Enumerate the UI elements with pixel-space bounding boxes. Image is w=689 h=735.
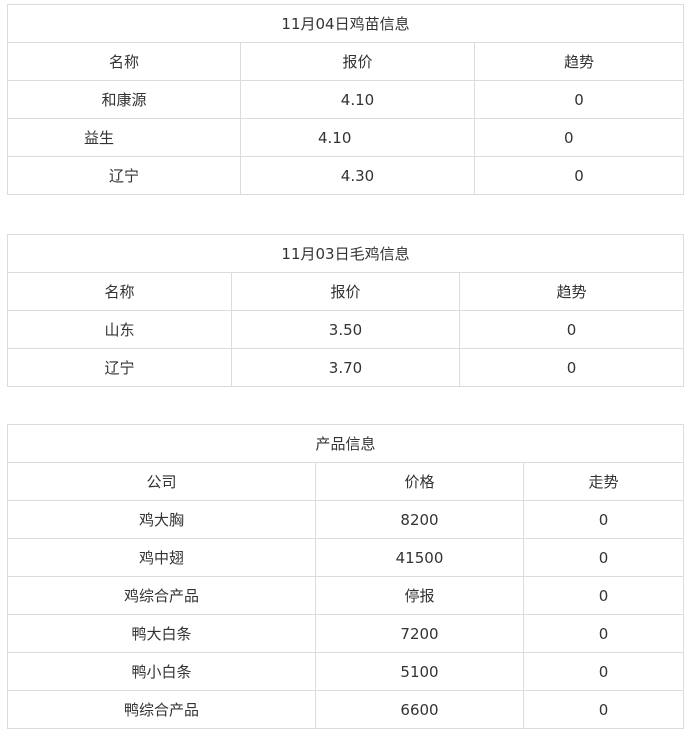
cell: 和康源 — [7, 80, 241, 119]
table-row: 辽宁 4.30 0 — [7, 156, 684, 195]
table-row: 山东 3.50 0 — [7, 310, 684, 349]
cell: 0 — [523, 690, 684, 729]
table-row: 鸭小白条 5100 0 — [7, 652, 684, 691]
table-title: 11月04日鸡苗信息 — [7, 4, 684, 43]
cell: 辽宁 — [7, 348, 232, 387]
header-cell: 趋势 — [474, 42, 684, 81]
table-row: 益生 4.10 0 — [7, 118, 684, 157]
cell: 0 — [474, 80, 684, 119]
header-cell: 名称 — [7, 42, 241, 81]
cell: 6600 — [315, 690, 524, 729]
header-cell: 价格 — [315, 462, 524, 501]
cell: 0 — [459, 310, 684, 349]
cell: 鸡大胸 — [7, 500, 316, 539]
table-row: 鸡大胸 8200 0 — [7, 500, 684, 539]
cell: 鸡中翅 — [7, 538, 316, 577]
live-chicken-table: 11月03日毛鸡信息 名称 报价 趋势 山东 3.50 0 辽宁 3.70 0 — [7, 234, 684, 387]
header-cell: 趋势 — [459, 272, 684, 311]
table-title: 11月03日毛鸡信息 — [7, 234, 684, 273]
cell: 鸭小白条 — [7, 652, 316, 691]
cell: 5100 — [315, 652, 524, 691]
cell: 鸭综合产品 — [7, 690, 316, 729]
table-row: 鸡中翅 41500 0 — [7, 538, 684, 577]
table-title: 产品信息 — [7, 424, 684, 463]
cell: 3.50 — [231, 310, 460, 349]
table-row: 鸡综合产品 停报 0 — [7, 576, 684, 615]
header-row: 公司 价格 走势 — [7, 462, 684, 501]
header-cell: 名称 — [7, 272, 232, 311]
cell: 鸡综合产品 — [7, 576, 316, 615]
table-row: 鸭综合产品 6600 0 — [7, 690, 684, 729]
chick-seedling-table: 11月04日鸡苗信息 名称 报价 趋势 和康源 4.10 0 益生 4.10 0 辽宁 4.3… — [7, 4, 684, 195]
cell: 4.30 — [240, 156, 475, 195]
cell: 7200 — [315, 614, 524, 653]
cell: 0 — [523, 614, 684, 653]
cell: 鸭大白条 — [7, 614, 316, 653]
product-info-table: 产品信息 公司 价格 走势 鸡大胸 8200 0 鸡中翅 41500 0 鸡综合产品 停报 0 … — [7, 424, 684, 729]
header-cell: 公司 — [7, 462, 316, 501]
cell: 辽宁 — [7, 156, 241, 195]
cell: 0 — [474, 118, 684, 157]
cell: 4.10 — [240, 118, 475, 157]
cell: 3.70 — [231, 348, 460, 387]
table-row: 辽宁 3.70 0 — [7, 348, 684, 387]
header-cell: 报价 — [231, 272, 460, 311]
cell: 8200 — [315, 500, 524, 539]
cell: 0 — [523, 576, 684, 615]
header-cell: 报价 — [240, 42, 475, 81]
cell: 山东 — [7, 310, 232, 349]
table-row: 鸭大白条 7200 0 — [7, 614, 684, 653]
cell: 0 — [523, 538, 684, 577]
header-row: 名称 报价 趋势 — [7, 42, 684, 81]
table-row: 和康源 4.10 0 — [7, 80, 684, 119]
cell: 41500 — [315, 538, 524, 577]
cell: 益生 — [7, 118, 241, 157]
header-cell: 走势 — [523, 462, 684, 501]
cell: 0 — [474, 156, 684, 195]
cell: 4.10 — [240, 80, 475, 119]
header-row: 名称 报价 趋势 — [7, 272, 684, 311]
cell: 0 — [523, 500, 684, 539]
cell: 0 — [459, 348, 684, 387]
cell: 停报 — [315, 576, 524, 615]
cell: 0 — [523, 652, 684, 691]
